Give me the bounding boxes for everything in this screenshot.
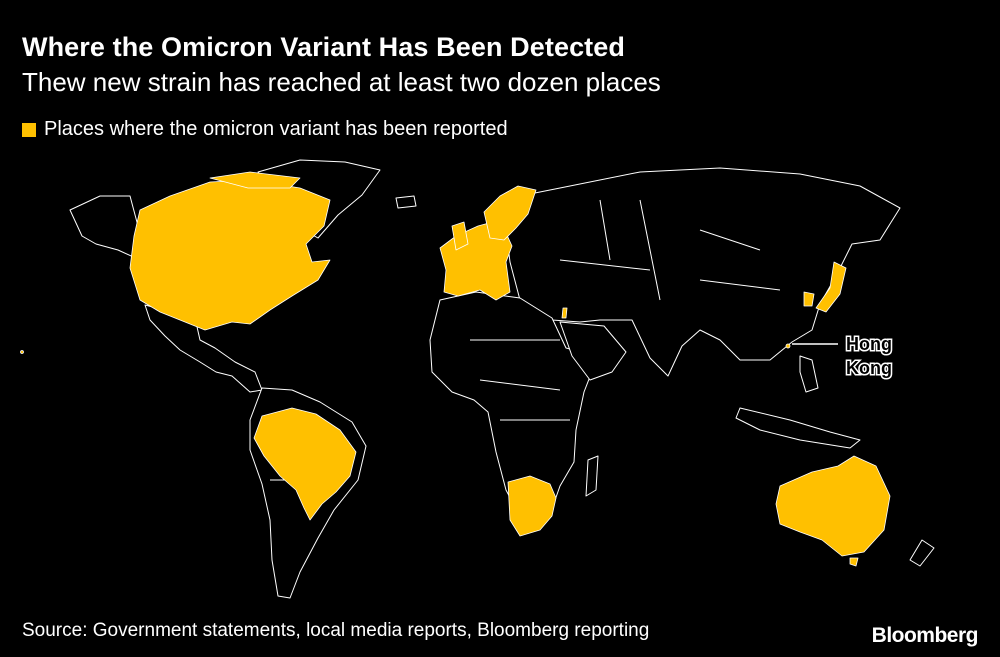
japan-highlight: [815, 261, 847, 313]
chart-title: Where the Omicron Variant Has Been Detec…: [22, 32, 625, 62]
hong-kong-label-line1: Hong: [846, 334, 892, 354]
legend-label: Places where the omicron variant has bee…: [44, 118, 508, 140]
madagascar: [585, 455, 599, 497]
mexico-central-america: [144, 304, 263, 393]
legend-swatch: [22, 122, 36, 137]
iceland: [395, 195, 417, 209]
hawaii-highlight: [20, 350, 24, 354]
arctic-islands-highlight: [209, 171, 301, 189]
north-america-highlight: [129, 179, 331, 331]
bloomberg-logo: Bloomberg: [871, 624, 979, 647]
hong-kong-label-line2: Kong: [846, 358, 892, 378]
israel-highlight: [561, 307, 568, 319]
brazil-highlight: [253, 407, 357, 521]
tasmania-highlight: [849, 557, 859, 567]
legend: Places where the omicron variant has bee…: [22, 118, 508, 141]
philippines: [799, 355, 819, 393]
arabian-peninsula: [559, 321, 627, 381]
alaska: [69, 195, 141, 261]
indonesia: [735, 407, 861, 449]
world-map: Hong Kong: [20, 159, 935, 599]
southern-africa-highlight: [507, 475, 557, 537]
scandinavia-highlight: [483, 185, 537, 241]
south-korea-highlight: [803, 291, 815, 307]
source-note: Source: Government statements, local med…: [22, 620, 650, 641]
australia-highlight: [775, 455, 891, 557]
uk-highlight: [451, 221, 469, 251]
new-zealand: [909, 539, 935, 567]
hong-kong-highlight: [785, 343, 791, 349]
chart-subtitle: Thew new strain has reached at least two…: [22, 67, 661, 97]
